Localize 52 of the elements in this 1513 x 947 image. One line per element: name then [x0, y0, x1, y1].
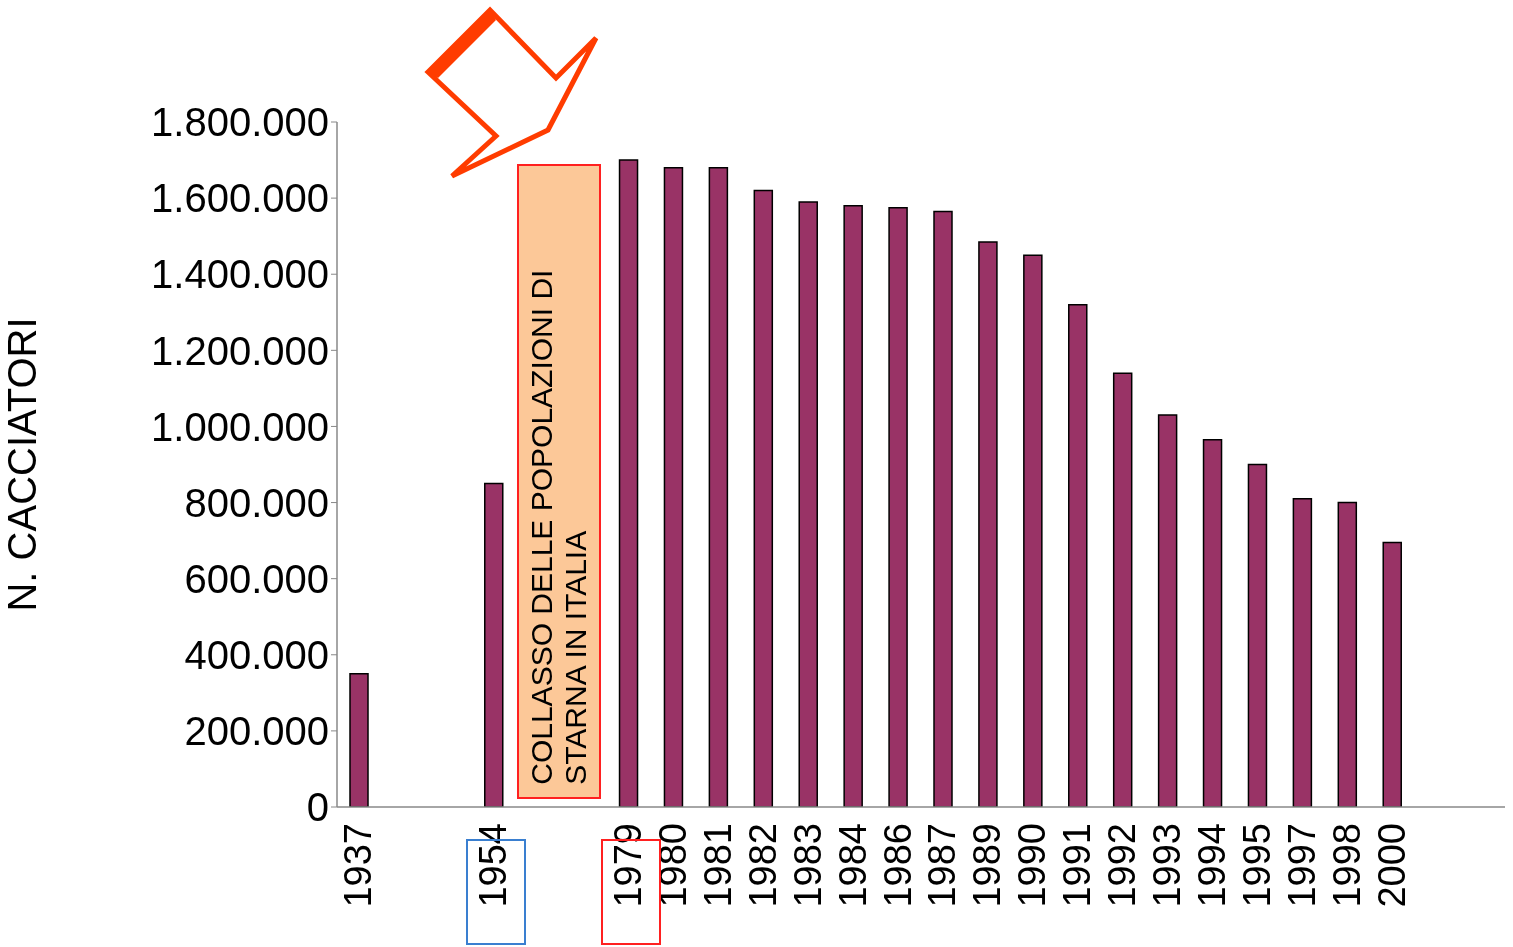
bar	[888, 206, 908, 807]
y-tick-label: 1.000.000	[151, 404, 329, 449]
bar	[753, 189, 774, 807]
y-tick-label: 1.800.000	[151, 100, 329, 145]
y-tick-label: 1.200.000	[151, 328, 329, 373]
note-box: COLLASSO DELLE POPOLAZIONI DI STARNA IN ITALIA	[516, 164, 601, 799]
x-tick-label: 1995	[1235, 823, 1278, 908]
x-tick-label: 1984	[831, 823, 874, 908]
y-tick-label: 1.400.000	[151, 252, 329, 297]
bar	[843, 204, 863, 807]
x-tick-label: 1987	[921, 823, 964, 908]
x-tick-label: 1981	[696, 823, 739, 908]
bar	[1068, 303, 1088, 807]
bar	[618, 159, 639, 807]
y-tick-label: 600.000	[184, 556, 329, 601]
x-tick-label: 1954	[472, 823, 515, 908]
bar	[1337, 501, 1358, 807]
y-axis-title: N. CACCIATORI	[0, 317, 45, 612]
y-tick-label: 200.000	[184, 709, 329, 754]
y-tick-label: 400.000	[184, 632, 329, 677]
bar	[349, 673, 369, 807]
x-tick-label: 1991	[1056, 823, 1099, 908]
y-tick-label: 0	[306, 785, 329, 830]
bar	[1292, 498, 1313, 807]
x-tick-label: 1989	[966, 823, 1009, 908]
bar	[1023, 254, 1043, 807]
x-tick-label: 1937	[337, 823, 380, 908]
bar	[663, 166, 684, 807]
x-tick-label: 1979	[607, 823, 649, 908]
x-tick-label: 1983	[786, 823, 829, 908]
x-tick-label: 1986	[876, 823, 919, 908]
bar	[708, 166, 729, 807]
bar	[933, 210, 953, 807]
x-tick-label: 1998	[1325, 823, 1368, 908]
bar	[1157, 414, 1178, 807]
bar	[1382, 541, 1402, 807]
annotation: COLLASSO DELLE POPOLAZIONI DI STARNA IN ITALIA	[524, 268, 593, 785]
bar	[798, 201, 818, 807]
x-tick-label: 1993	[1146, 823, 1189, 908]
x-tick-label: 1994	[1191, 823, 1233, 908]
y-tick-label: 1.600.000	[151, 176, 329, 221]
bar	[1202, 439, 1223, 807]
x-tick-label: 2000	[1370, 823, 1413, 908]
bar	[1112, 372, 1133, 807]
x-tick-label: 1990	[1011, 823, 1054, 908]
x-tick-label: 1997	[1280, 823, 1323, 908]
bar	[978, 241, 998, 807]
bar	[1247, 463, 1268, 807]
x-tick-label: 1992	[1101, 823, 1144, 908]
bar	[484, 482, 504, 807]
x-tick-label: 1982	[741, 823, 784, 908]
y-tick-label: 800.000	[184, 480, 329, 525]
